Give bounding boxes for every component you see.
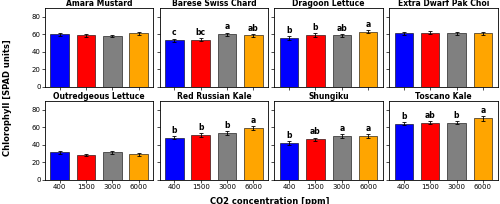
Text: a: a [251,116,256,125]
Title: Toscano Kale: Toscano Kale [415,92,472,101]
Text: a: a [480,106,486,115]
Title: Red Russian Kale: Red Russian Kale [176,92,251,101]
Title: Amara Mustard: Amara Mustard [66,0,132,8]
Text: b: b [312,23,318,32]
Bar [50,34,69,87]
Title: Outredgeous Lettuce: Outredgeous Lettuce [54,92,145,101]
Title: Dragoon Lettuce: Dragoon Lettuce [292,0,365,8]
Bar [192,40,210,87]
Bar [421,33,440,87]
Text: CO2 concentration [ppm]: CO2 concentration [ppm] [210,197,330,204]
Bar [130,33,148,87]
Text: b: b [401,112,406,121]
Title: Extra Dwarf Pak Choi: Extra Dwarf Pak Choi [398,0,489,8]
Title: Shungiku: Shungiku [308,92,349,101]
Bar [165,137,184,180]
Text: c: c [172,28,176,37]
Bar [218,133,236,180]
Bar [359,136,378,180]
Bar [474,33,492,87]
Title: Barese Swiss Chard: Barese Swiss Chard [172,0,256,8]
Text: ab: ab [310,127,321,136]
Text: b: b [286,26,292,35]
Text: a: a [224,22,230,31]
Bar [448,123,466,180]
Bar [76,35,95,87]
Bar [332,136,351,180]
Bar [103,36,122,87]
Bar [244,128,262,180]
Bar [359,32,378,87]
Text: ab: ab [248,24,259,33]
Bar [394,33,413,87]
Text: b: b [198,123,203,132]
Bar [306,139,324,180]
Bar [192,135,210,180]
Bar [394,124,413,180]
Bar [280,38,298,87]
Bar [50,152,69,180]
Bar [244,35,262,87]
Bar [280,143,298,180]
Text: ab: ab [425,111,436,120]
Bar [421,123,440,180]
Bar [165,40,184,87]
Text: a: a [366,20,371,29]
Text: a: a [366,124,371,133]
Text: a: a [339,124,344,133]
Text: b: b [224,121,230,130]
Bar [332,35,351,87]
Bar [474,118,492,180]
Text: b: b [454,111,460,120]
Text: b: b [172,125,177,135]
Bar [130,154,148,180]
Bar [76,155,95,180]
Bar [103,152,122,180]
Bar [306,35,324,87]
Text: bc: bc [196,28,205,37]
Bar [218,34,236,87]
Text: b: b [286,131,292,140]
Text: Chlorophyll [SPAD units]: Chlorophyll [SPAD units] [2,40,12,156]
Text: ab: ab [336,24,347,33]
Bar [448,33,466,87]
